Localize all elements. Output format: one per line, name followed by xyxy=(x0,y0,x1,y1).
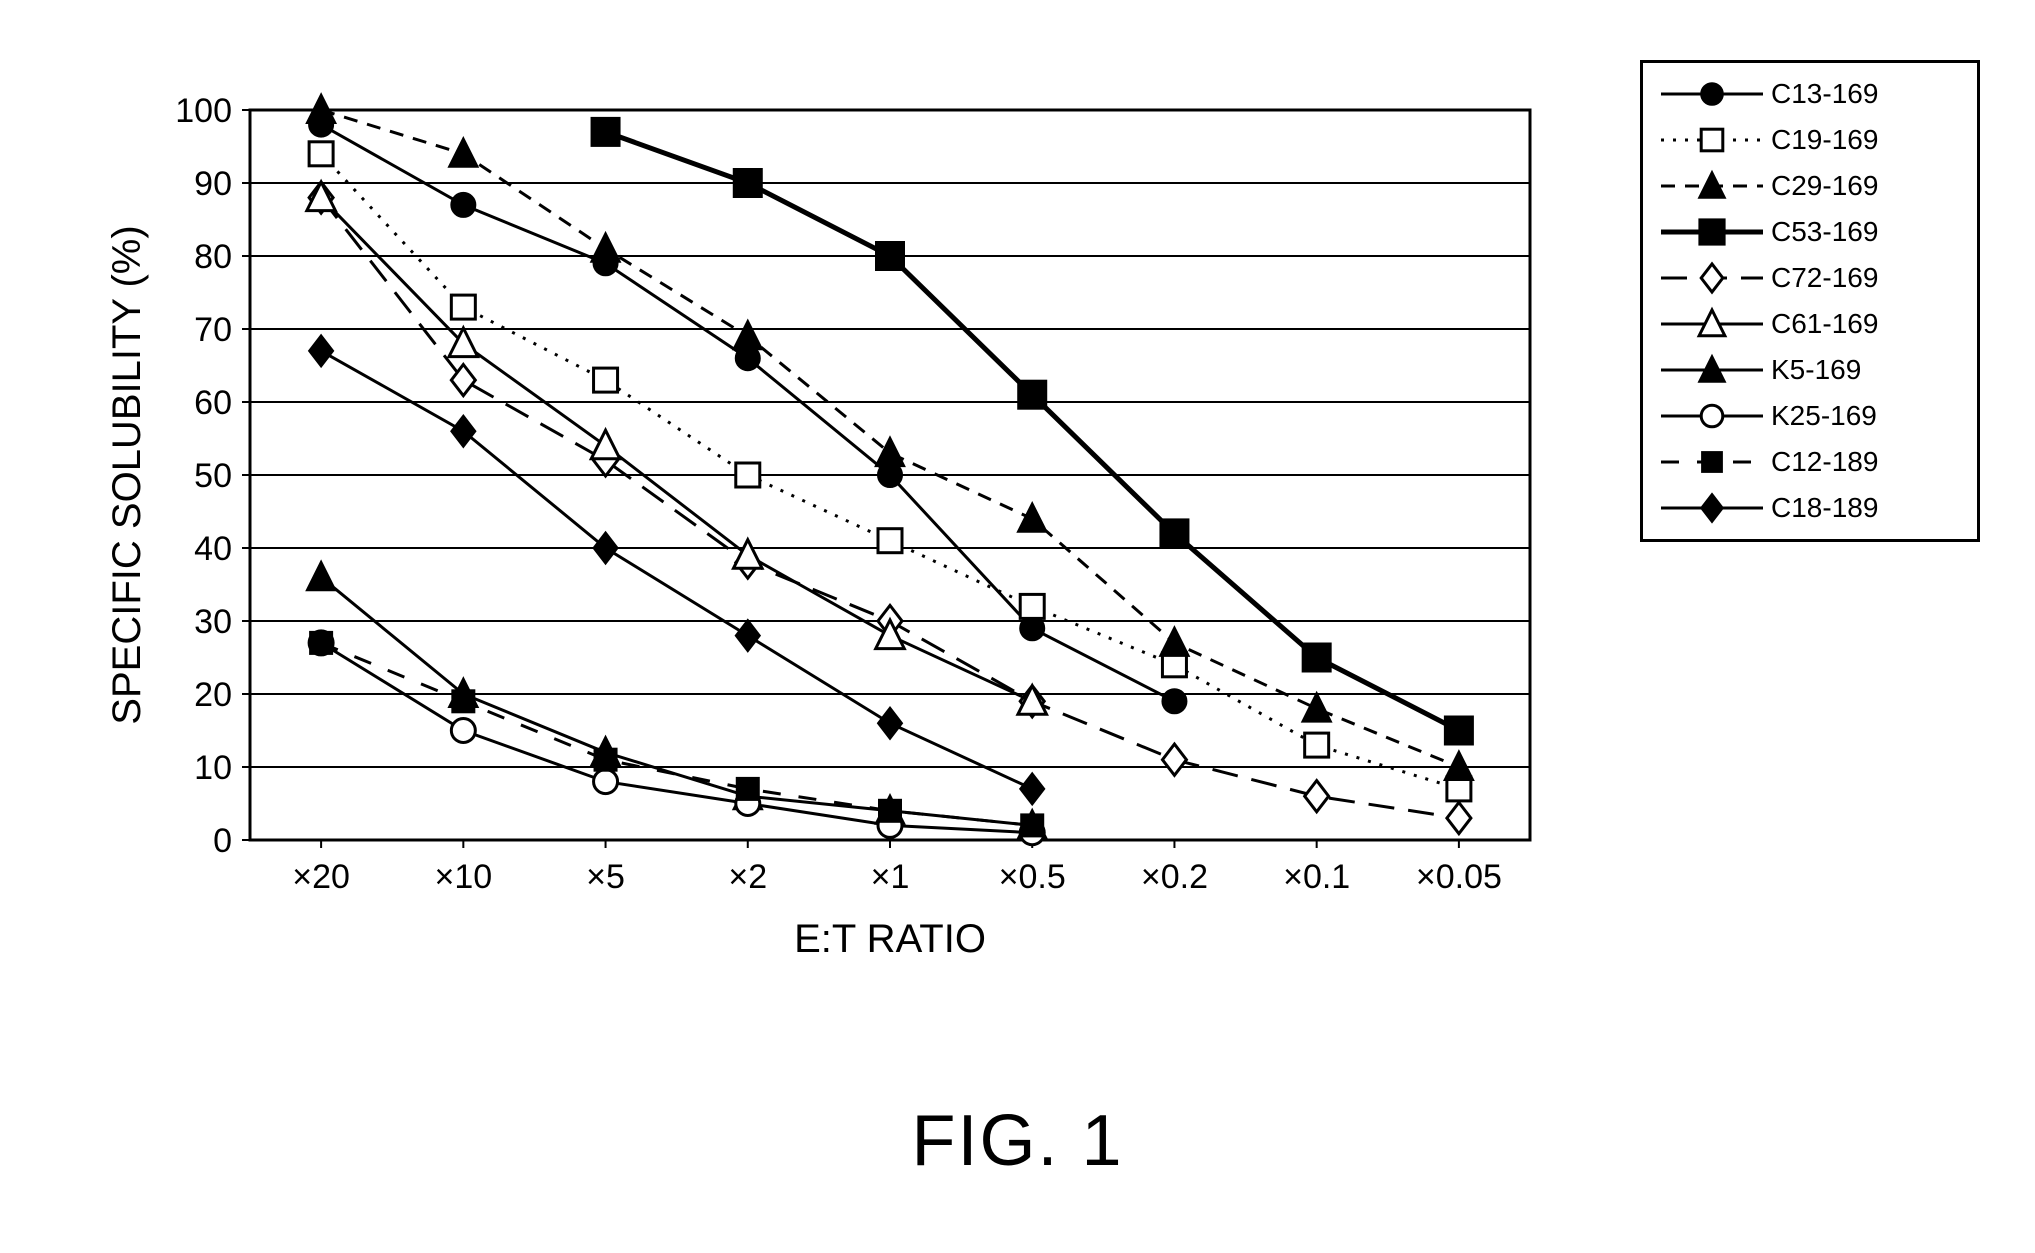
legend-swatch xyxy=(1657,71,1767,117)
legend-swatch xyxy=(1657,301,1767,347)
legend-item: C13-169 xyxy=(1647,71,1973,117)
svg-text:×0.1: ×0.1 xyxy=(1283,858,1350,896)
legend-item: C53-169 xyxy=(1647,209,1973,255)
legend-item-label: K5-169 xyxy=(1767,354,1861,386)
svg-text:80: 80 xyxy=(194,238,232,276)
svg-text:0: 0 xyxy=(213,822,232,860)
legend-swatch xyxy=(1657,117,1767,163)
legend-item: K25-169 xyxy=(1647,393,1973,439)
legend-item: C29-169 xyxy=(1647,163,1973,209)
svg-text:E:T RATIO: E:T RATIO xyxy=(794,917,986,961)
svg-text:×0.05: ×0.05 xyxy=(1416,858,1502,896)
svg-text:50: 50 xyxy=(194,457,232,495)
legend-swatch xyxy=(1657,209,1767,255)
legend-item: K5-169 xyxy=(1647,347,1973,393)
legend-box: C13-169 C19-169 C29-169 C53-169 C72-169 C61-1… xyxy=(1640,60,1980,542)
svg-text:×5: ×5 xyxy=(586,858,625,896)
legend-item-label: K25-169 xyxy=(1767,400,1877,432)
legend-swatch xyxy=(1657,393,1767,439)
svg-text:90: 90 xyxy=(194,165,232,203)
legend-item-label: C53-169 xyxy=(1767,216,1878,248)
legend-item-label: C29-169 xyxy=(1767,170,1878,202)
svg-text:×0.2: ×0.2 xyxy=(1141,858,1208,896)
svg-text:×1: ×1 xyxy=(871,858,910,896)
svg-text:×0.5: ×0.5 xyxy=(999,858,1066,896)
legend-swatch xyxy=(1657,347,1767,393)
legend-item-label: C19-169 xyxy=(1767,124,1878,156)
legend-swatch xyxy=(1657,439,1767,485)
legend-item-label: C13-169 xyxy=(1767,78,1878,110)
legend-item: C19-169 xyxy=(1647,117,1973,163)
legend-item-label: C72-169 xyxy=(1767,262,1878,294)
svg-text:SPECIFIC SOLUBILITY (%): SPECIFIC SOLUBILITY (%) xyxy=(105,225,149,724)
figure-caption: FIG. 1 xyxy=(0,1100,2035,1182)
legend-item: C18-189 xyxy=(1647,485,1973,531)
legend-swatch xyxy=(1657,163,1767,209)
legend-swatch xyxy=(1657,255,1767,301)
legend-item-label: C12-189 xyxy=(1767,446,1878,478)
figure-stage: 0 10 20 30 40 50 60 70 80 90 100 ×20 ×10 ×5 ×2 ×1 ×0.5 ×0… xyxy=(0,0,2035,1253)
svg-text:×2: ×2 xyxy=(728,858,767,896)
svg-text:70: 70 xyxy=(194,311,232,349)
legend-item: C72-169 xyxy=(1647,255,1973,301)
svg-text:20: 20 xyxy=(194,676,232,714)
svg-text:60: 60 xyxy=(194,384,232,422)
legend-item-label: C61-169 xyxy=(1767,308,1878,340)
svg-text:10: 10 xyxy=(194,749,232,787)
svg-text:×10: ×10 xyxy=(434,858,492,896)
svg-text:100: 100 xyxy=(175,92,232,130)
legend-item: C61-169 xyxy=(1647,301,1973,347)
legend-swatch xyxy=(1657,485,1767,531)
svg-text:40: 40 xyxy=(194,530,232,568)
svg-text:30: 30 xyxy=(194,603,232,641)
svg-text:×20: ×20 xyxy=(292,858,350,896)
legend-item: C12-189 xyxy=(1647,439,1973,485)
legend-item-label: C18-189 xyxy=(1767,492,1878,524)
